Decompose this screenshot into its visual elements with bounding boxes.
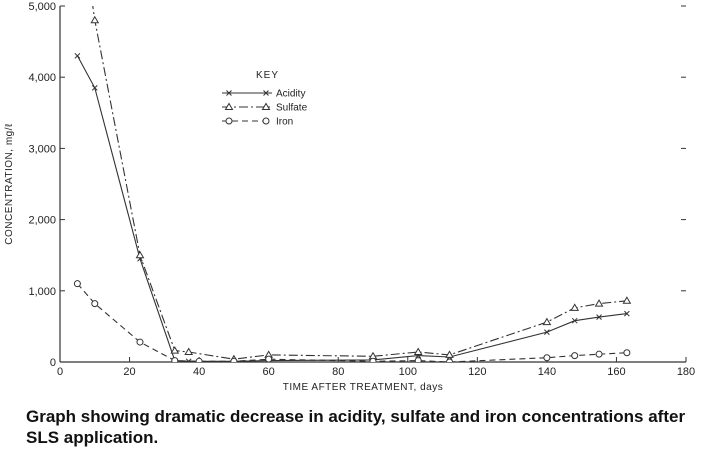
line-chart: 0 1,000 2,000 3,000 4,000 5,000 0 20 40 60 80 100 12… <box>4 1 695 393</box>
data-point-iron <box>230 357 238 362</box>
data-point-sulfate <box>90 15 100 24</box>
data-point-sulfate <box>594 299 604 307</box>
legend-marker <box>224 102 234 110</box>
data-point-iron <box>171 357 179 362</box>
y-axis-title: CONCENTRATION, mg/ℓ <box>4 123 15 245</box>
data-point-sulfate <box>445 350 454 358</box>
data-point-acidity <box>74 52 81 59</box>
y-tick-label: 5,000 <box>28 1 56 13</box>
legend-label: Sulfate <box>276 103 308 114</box>
data-point-acidity <box>91 85 98 91</box>
y-tick-label: 3,000 <box>28 143 56 155</box>
y-tick-label: 4,000 <box>28 72 56 84</box>
legend-label: Iron <box>276 117 293 128</box>
data-point-sulfate <box>413 347 423 356</box>
data-point-iron <box>571 352 579 360</box>
data-point-iron <box>543 354 551 362</box>
data-point-iron <box>446 358 454 362</box>
series-iron <box>73 280 631 362</box>
x-tick-label: 160 <box>607 366 625 378</box>
data-point-sulfate <box>542 317 552 326</box>
legend: KEY Acidity Sulfate Iron <box>222 70 308 128</box>
x-tick-label: 120 <box>468 366 486 378</box>
series-line-sulfate <box>92 6 627 360</box>
series-line-iron <box>76 283 627 362</box>
data-point-acidity <box>624 310 630 317</box>
data-point-acidity <box>544 329 550 335</box>
data-point-sulfate <box>135 250 145 259</box>
x-tick-label: 180 <box>677 366 695 378</box>
axes: 0 1,000 2,000 3,000 4,000 5,000 0 20 40 60 80 100 12… <box>28 1 695 378</box>
y-tick-label: 1,000 <box>28 286 56 298</box>
series-line-acidity <box>76 55 627 362</box>
legend-marker <box>262 117 270 125</box>
series-layer <box>73 6 632 362</box>
data-point-acidity <box>571 317 578 324</box>
data-point-acidity <box>185 358 192 362</box>
series-sulfate <box>90 6 632 362</box>
legend-marker <box>263 90 269 96</box>
data-point-acidity <box>596 314 602 320</box>
data-point-sulfate <box>622 296 632 304</box>
data-point-iron <box>265 355 273 362</box>
figure-caption: Graph showing dramatic decrease in acidi… <box>26 407 686 447</box>
legend-marker <box>226 90 232 96</box>
x-axis-title: TIME AFTER TREATMENT, days <box>283 382 443 393</box>
x-tick-label: 80 <box>332 366 344 378</box>
x-tick-label: 140 <box>538 366 556 378</box>
data-point-iron <box>73 280 81 288</box>
legend-title: KEY <box>256 70 279 81</box>
legend-marker <box>225 117 233 125</box>
data-point-sulfate <box>570 303 580 311</box>
x-tick-label: 60 <box>263 366 275 378</box>
data-point-iron <box>623 349 631 357</box>
data-point-sulfate <box>170 346 180 354</box>
data-point-iron <box>91 300 99 308</box>
series-acidity <box>74 52 630 362</box>
legend-marker <box>261 102 271 110</box>
data-point-sulfate <box>184 347 194 356</box>
x-tick-label: 0 <box>57 366 63 378</box>
y-tick-label: 2,000 <box>28 215 56 227</box>
y-tick-label: 0 <box>50 357 56 369</box>
x-tick-label: 40 <box>193 366 205 378</box>
x-tick-label: 20 <box>123 366 135 378</box>
data-point-iron <box>136 338 144 346</box>
data-point-iron <box>195 357 203 362</box>
data-point-iron <box>414 357 422 362</box>
data-point-iron <box>595 350 603 358</box>
legend-label: Acidity <box>276 89 305 100</box>
x-tick-label: 100 <box>399 366 417 378</box>
data-point-iron <box>369 357 377 362</box>
